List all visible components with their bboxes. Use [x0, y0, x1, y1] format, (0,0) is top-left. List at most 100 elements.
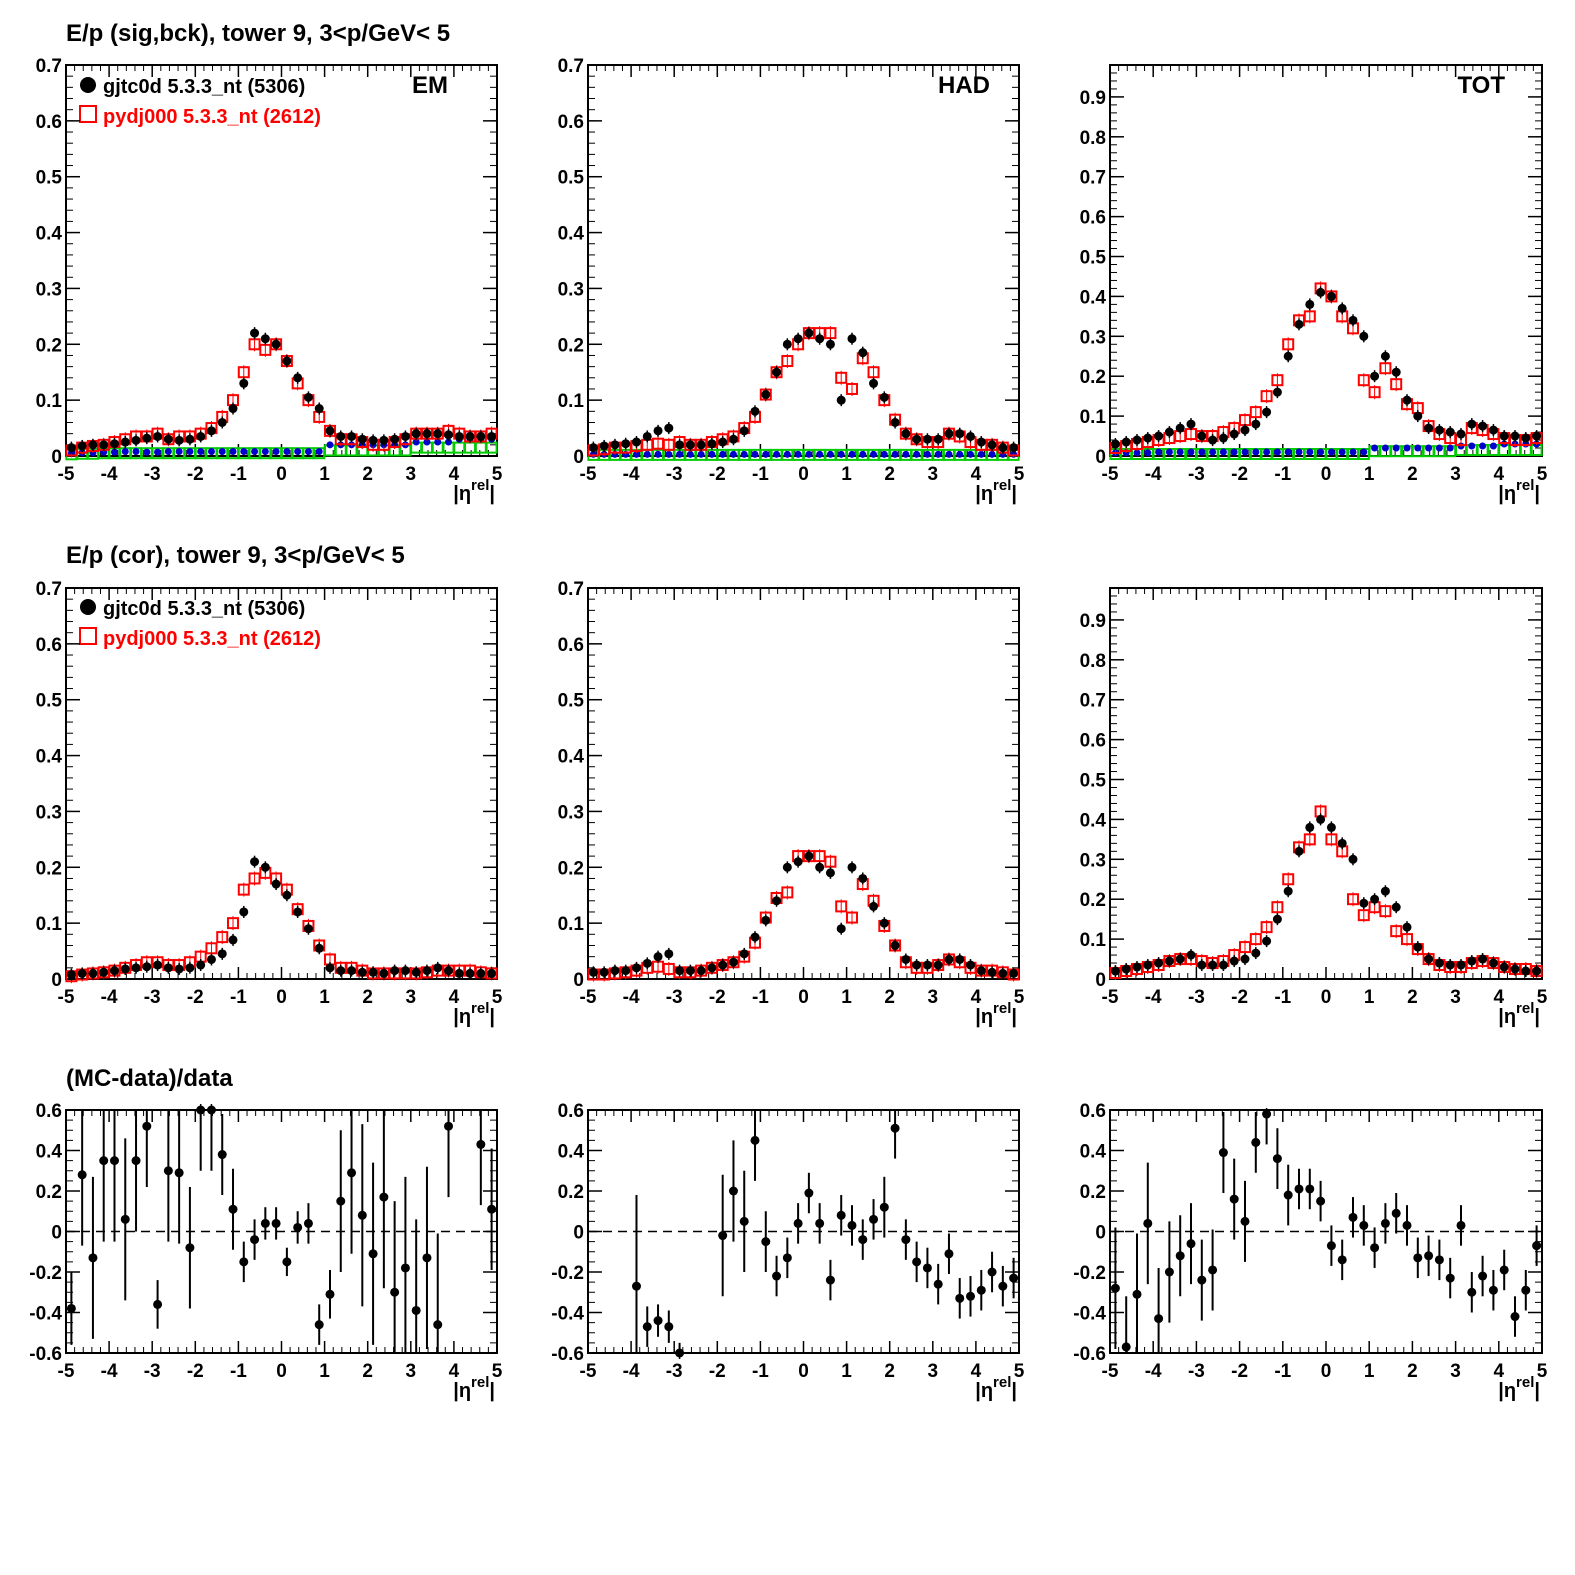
- data-point: [739, 1216, 749, 1226]
- y-tick-label: 0.9: [1080, 611, 1106, 632]
- legend-marker-data: [80, 77, 96, 93]
- data-point: [976, 1285, 986, 1295]
- data-point: [444, 966, 454, 976]
- data-point: [1337, 303, 1347, 313]
- data-point: [858, 348, 868, 358]
- data-point: [1532, 431, 1542, 441]
- data-point: [282, 1257, 292, 1267]
- x-axis-label: |ηrel|: [975, 1000, 1017, 1028]
- panel-em_ratio: -5 -4 -3 -2 -1 0 1 2 3 4 5|ηrel| -0.6 -0.4 -0.2 0 0.2 0.…: [29, 1101, 502, 1402]
- data-point: [718, 960, 728, 970]
- data-point: [1326, 822, 1336, 832]
- data-point: [422, 966, 432, 976]
- bck-data-point: [643, 450, 651, 458]
- data-point: [1305, 299, 1315, 309]
- bck-data-point: [977, 450, 985, 458]
- x-tick-label: 4: [449, 1361, 460, 1382]
- data-point: [1143, 960, 1153, 970]
- data-point: [260, 334, 270, 344]
- data-point: [1316, 814, 1326, 824]
- x-tick-label: 5: [1537, 464, 1548, 485]
- data-point: [1391, 1208, 1401, 1218]
- bck-data-point: [154, 448, 162, 456]
- data-point: [1110, 966, 1120, 976]
- x-tick-label: 3: [406, 464, 417, 485]
- data-point: [196, 1105, 206, 1115]
- x-tick-label: 1: [319, 464, 330, 485]
- x-tick-label: -3: [666, 464, 683, 485]
- data-point: [379, 1192, 389, 1202]
- data-point: [1229, 1194, 1239, 1204]
- data-point: [1218, 960, 1228, 970]
- data-point: [922, 434, 932, 444]
- data-point: [217, 417, 227, 427]
- y-tick-label: 0.6: [558, 635, 584, 656]
- x-tick-label: -2: [187, 987, 204, 1008]
- x-axis-label: |ηrel|: [1498, 477, 1540, 505]
- data-point: [400, 966, 410, 976]
- bck-data-point: [870, 450, 878, 458]
- bck-data-point: [1165, 448, 1173, 456]
- x-tick-label: 2: [884, 464, 895, 485]
- bck-data-point: [261, 448, 269, 456]
- row-title-ratio: (MC-data)/data: [66, 1065, 233, 1092]
- data-point: [1380, 886, 1390, 896]
- bck-data-point: [1230, 448, 1238, 456]
- y-tick-label: 0: [51, 970, 62, 991]
- bck-data-point: [665, 450, 673, 458]
- y-tick-label: 0: [51, 447, 62, 468]
- data-point: [1510, 1312, 1520, 1322]
- y-tick-label: 0.2: [558, 858, 584, 879]
- data-point: [815, 1218, 825, 1228]
- data-point: [1391, 902, 1401, 912]
- bck-data-point: [1392, 444, 1400, 452]
- data-point: [1510, 431, 1520, 441]
- x-tick-label: 3: [928, 464, 939, 485]
- x-tick-label: 3: [406, 1361, 417, 1382]
- y-tick-label: 0.7: [36, 56, 62, 77]
- x-tick-label: -1: [752, 987, 769, 1008]
- x-tick-label: -2: [709, 464, 726, 485]
- bck-data-point: [988, 450, 996, 458]
- data-point: [1532, 966, 1542, 976]
- x-axis-label: |ηrel|: [1498, 1000, 1540, 1028]
- data-point: [282, 890, 292, 900]
- data-point: [131, 963, 141, 973]
- data-point: [411, 967, 421, 977]
- data-point: [185, 434, 195, 444]
- x-axis-label: |ηrel|: [975, 477, 1017, 505]
- x-tick-label: -3: [666, 1361, 683, 1382]
- data-point: [1186, 950, 1196, 960]
- data-point: [1499, 962, 1509, 972]
- data-point: [610, 966, 620, 976]
- data-point: [1208, 1265, 1218, 1275]
- bck-data-point: [1144, 449, 1152, 457]
- data-point: [206, 1105, 216, 1115]
- panel-tot_sig: -5 -4 -3 -2 -1 0 1 2 3 4 5|ηrel| 0 0.1 0.2 0.3 0.4 0.5 0.…: [1080, 64, 1548, 505]
- data-point: [675, 966, 685, 976]
- data-point: [1488, 1285, 1498, 1295]
- data-point: [1240, 1216, 1250, 1226]
- data-point: [588, 967, 598, 977]
- y-tick-label: 0.6: [558, 1101, 584, 1122]
- x-tick-label: 1: [319, 1361, 330, 1382]
- bck-data-point: [632, 450, 640, 458]
- data-point: [1186, 1239, 1196, 1249]
- data-point: [487, 968, 497, 978]
- y-tick-label: 0.1: [1080, 407, 1107, 428]
- data-point: [131, 1156, 141, 1166]
- data-point: [1272, 387, 1282, 397]
- x-tick-label: -2: [1231, 1361, 1248, 1382]
- bck-data-point: [805, 450, 813, 458]
- y-tick-label: 0.3: [36, 802, 62, 823]
- data-point: [476, 431, 486, 441]
- y-tick-label: 0.7: [1080, 691, 1106, 712]
- y-tick-label: 0.7: [558, 579, 584, 600]
- data-point: [1143, 433, 1153, 443]
- data-point: [454, 968, 464, 978]
- data-point: [1305, 822, 1315, 832]
- data-point: [260, 862, 270, 872]
- panel-tot_cor: -5 -4 -3 -2 -1 0 1 2 3 4 5|ηrel| 0 0.1 0.2 0.3 0.4 0.5 0.…: [1080, 587, 1548, 1028]
- y-tick-label: 0.6: [1080, 731, 1106, 752]
- bck-data-point: [697, 450, 705, 458]
